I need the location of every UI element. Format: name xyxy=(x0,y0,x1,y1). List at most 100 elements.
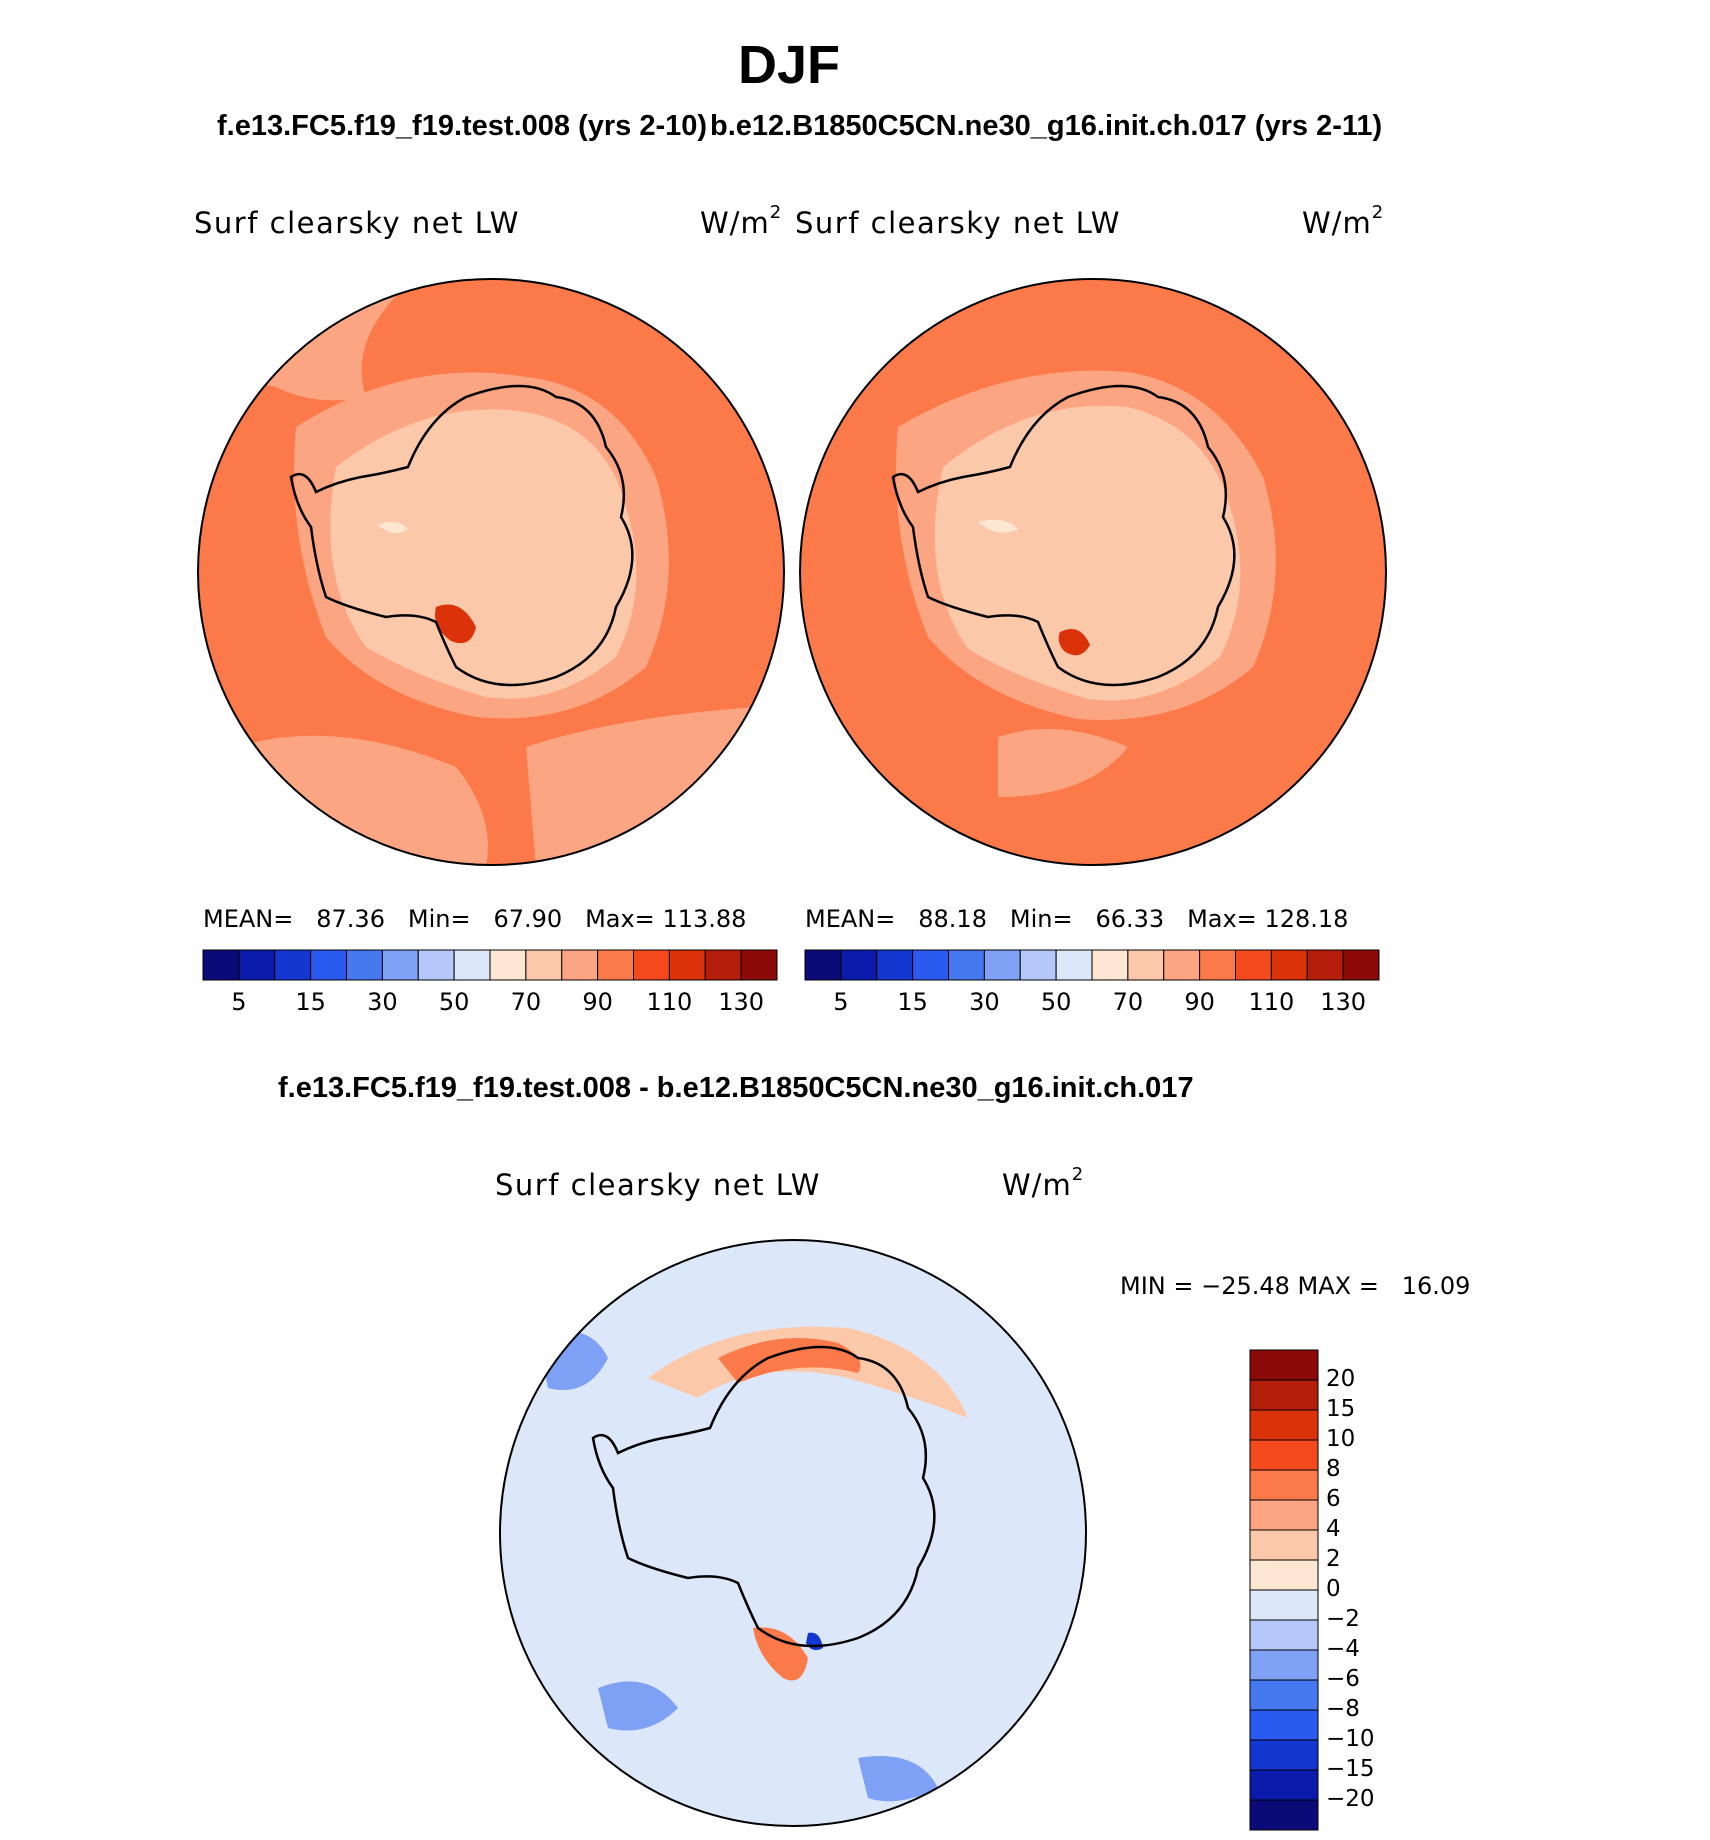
colorbar-swatch xyxy=(668,949,706,981)
colorbar-swatch xyxy=(876,949,914,981)
colorbar-tick-label: 2 xyxy=(1326,1546,1341,1572)
colorbar-tick-label: −20 xyxy=(1326,1786,1375,1812)
colorbar-tick-label: 130 xyxy=(718,988,765,1016)
colorbar-tick-label: 50 xyxy=(438,988,470,1016)
control-polar-map xyxy=(799,278,1387,866)
coastline xyxy=(591,1345,936,1648)
colorbar-tick-label: 90 xyxy=(1184,988,1215,1016)
colorbar-swatch xyxy=(202,949,240,981)
colorbar-swatch xyxy=(1199,949,1236,981)
colorbar-tick-label: 15 xyxy=(295,988,326,1016)
difference-polar-map xyxy=(499,1239,1087,1827)
colorbar-swatch xyxy=(597,949,634,981)
colorbar-swatch xyxy=(740,949,778,981)
colorbar-swatch xyxy=(1249,1709,1319,1741)
colorbar-swatch xyxy=(1249,1349,1319,1381)
colorbar-swatch xyxy=(1127,949,1165,981)
colorbar-tick-label: 15 xyxy=(1326,1396,1356,1422)
colorbar-swatch xyxy=(1249,1439,1319,1471)
colorbar-tick-label: 5 xyxy=(231,988,247,1016)
colorbar-swatch xyxy=(1163,949,1201,981)
colorbar-swatch xyxy=(1249,1499,1319,1531)
ice-highlight xyxy=(978,519,1018,533)
season-title: DJF xyxy=(738,35,841,95)
colorbar-swatch xyxy=(346,949,383,981)
colorbar-tick-label: −8 xyxy=(1326,1696,1360,1722)
colorbar-tick-label: 4 xyxy=(1326,1516,1341,1542)
diff-minmax: MIN = −25.48 MAX = 16.09 xyxy=(1120,1272,1471,1300)
test-colorbar xyxy=(202,949,778,981)
max-flux-patch xyxy=(1058,628,1090,656)
colorbar-swatch xyxy=(1249,1769,1319,1801)
colorbar-swatch xyxy=(274,949,312,981)
colorbar-tick-label: 30 xyxy=(367,988,398,1016)
colorbar-tick-label: 20 xyxy=(1326,1366,1356,1392)
colorbar-swatch xyxy=(1249,1529,1319,1561)
colorbar-swatch xyxy=(948,949,985,981)
colorbar-swatch xyxy=(1270,949,1308,981)
control-colorbar-ticks: 5 15 30 50 70 90 110 130 xyxy=(805,988,1379,1018)
colorbar-swatch xyxy=(804,949,842,981)
test-case-title: f.e13.FC5.f19_f19.test.008 (yrs 2-10) xyxy=(217,110,708,142)
colorbar-swatch xyxy=(1019,949,1057,981)
colorbar-tick-label: 10 xyxy=(1326,1426,1356,1452)
colorbar-tick-label: 8 xyxy=(1326,1456,1341,1482)
colorbar-swatch xyxy=(1249,1739,1319,1771)
colorbar-swatch xyxy=(417,949,455,981)
test-unit-label: W/m2 xyxy=(700,202,783,240)
colorbar-swatch xyxy=(1055,949,1093,981)
colorbar-swatch xyxy=(1249,1619,1319,1651)
colorbar-swatch xyxy=(489,949,527,981)
colorbar-swatch xyxy=(561,949,599,981)
ice-highlight xyxy=(378,521,408,534)
colorbar-swatch xyxy=(1306,949,1344,981)
colorbar-swatch xyxy=(1342,949,1380,981)
colorbar-tick-label: 30 xyxy=(969,988,1000,1016)
difference-colorbar-ticks: 20 15 10 8 6 4 2 0 −2 −4 −6 −8 −10 −15 −20 xyxy=(1326,1350,1406,1830)
colorbar-swatch xyxy=(1249,1589,1319,1621)
colorbar-swatch xyxy=(238,949,276,981)
colorbar-tick-label: 110 xyxy=(1248,988,1295,1016)
colorbar-swatch xyxy=(1249,1559,1319,1591)
control-colorbar xyxy=(804,949,1380,981)
colorbar-swatch xyxy=(1249,1469,1319,1501)
colorbar-tick-label: −15 xyxy=(1326,1756,1375,1782)
colorbar-tick-label: 90 xyxy=(582,988,613,1016)
colorbar-swatch xyxy=(633,949,670,981)
coastline xyxy=(891,384,1236,687)
ice-interior xyxy=(934,405,1241,701)
colorbar-swatch xyxy=(1249,1379,1319,1411)
test-polar-map xyxy=(197,278,785,866)
colorbar-tick-label: −2 xyxy=(1326,1606,1360,1632)
diff-unit-label: W/m2 xyxy=(1002,1164,1085,1202)
control-case-title: b.e12.B1850C5CN.ne30_g16.init.ch.017 (yr… xyxy=(710,110,1383,142)
pos-anomaly-north xyxy=(648,1326,968,1418)
colorbar-tick-label: −10 xyxy=(1326,1726,1375,1752)
ice-interior xyxy=(330,409,637,699)
colorbar-swatch xyxy=(525,949,563,981)
coastline xyxy=(289,384,634,687)
colorbar-swatch xyxy=(1249,1799,1319,1831)
colorbar-swatch xyxy=(983,949,1021,981)
colorbar-swatch xyxy=(1249,1409,1319,1441)
colorbar-swatch xyxy=(381,949,419,981)
light-band-lower xyxy=(998,729,1128,797)
colorbar-swatch xyxy=(1091,949,1129,981)
colorbar-swatch xyxy=(840,949,878,981)
colorbar-tick-label: 110 xyxy=(646,988,693,1016)
test-colorbar-ticks: 5 15 30 50 70 90 110 130 xyxy=(203,988,777,1018)
colorbar-swatch xyxy=(1249,1649,1319,1681)
pos-anomaly-strong xyxy=(718,1338,861,1383)
colorbar-tick-label: 6 xyxy=(1326,1486,1341,1512)
diff-variable-label: Surf clearsky net LW xyxy=(495,1168,821,1202)
colorbar-tick-label: 130 xyxy=(1320,988,1367,1016)
test-stats: MEAN= 87.36 Min= 67.90 Max= 113.88 xyxy=(203,905,747,933)
colorbar-swatch xyxy=(912,949,949,981)
colorbar-tick-label: 5 xyxy=(833,988,849,1016)
colorbar-tick-label: 70 xyxy=(510,988,542,1016)
control-unit-label: W/m2 xyxy=(1302,202,1385,240)
neg-anomaly-southeast xyxy=(858,1756,938,1802)
max-flux-patch xyxy=(435,604,476,644)
colorbar-tick-label: 70 xyxy=(1112,988,1144,1016)
control-variable-label: Surf clearsky net LW xyxy=(795,206,1121,240)
